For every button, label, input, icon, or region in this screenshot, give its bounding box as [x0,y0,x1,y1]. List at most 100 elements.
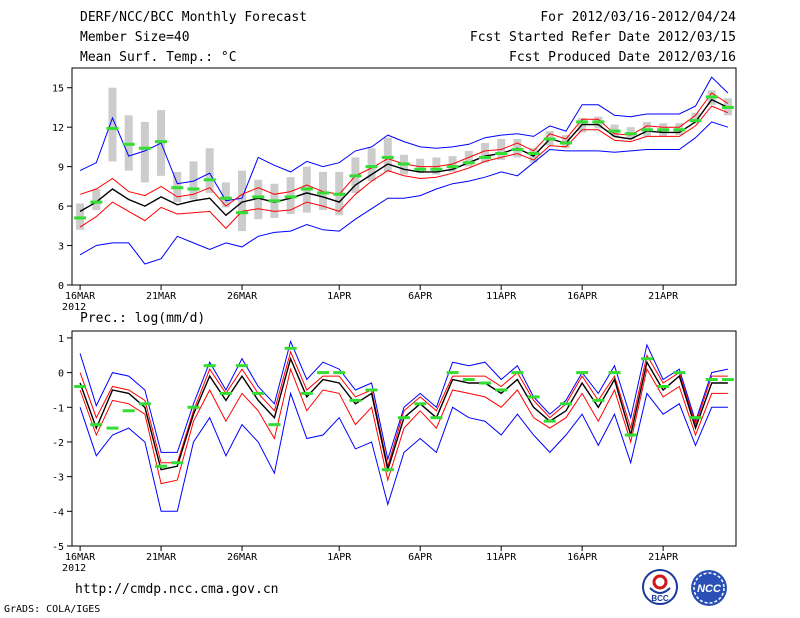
temperature-x-tick-label: 26MAR [227,291,258,302]
temperature-marker [511,148,524,152]
precipitation-marker [90,423,103,427]
precipitation-lower-line [79,367,728,485]
precipitation-marker [527,395,540,399]
temperature-x-tick-label: 6APR [408,291,433,302]
precipitation-marker [495,388,508,392]
temperature-spread-box [189,161,198,200]
temperature-marker [592,120,605,124]
temperature-x-tick-label: 16APR [567,291,598,302]
precipitation-y-tick-label: 0 [58,369,64,380]
temperature-spread-box [383,137,392,172]
temperature-mean-line [79,98,729,217]
temperature-marker [673,128,686,132]
precipitation-marker [219,391,232,395]
source-url[interactable]: http://cmdp.ncc.cma.gov.cn [75,582,279,597]
precipitation-marker [576,371,589,375]
precipitation-marker [414,402,427,406]
temperature-marker [527,151,540,155]
bcc-logo: BCC [642,569,678,605]
forecast-period: For 2012/03/16-2012/04/24 [540,10,736,25]
precipitation-y-tick-label: -1 [52,403,64,414]
forecast-title: DERF/NCC/BCC Monthly Forecast [80,10,307,25]
precipitation-x-tick-label: 16MAR [65,552,96,563]
precipitation-y-tick-label: -3 [52,473,64,484]
temperature-marker [187,187,200,191]
precipitation-maximum-line [79,339,729,462]
precipitation-marker [333,371,346,375]
temperature-marker [349,174,362,178]
temperature-x-tick-label: 1APR [327,291,352,302]
precipitation-marker [268,423,281,427]
precipitation-x-tick-label: 6APR [408,552,433,563]
temperature-marker [381,155,394,159]
temperature-marker [365,165,378,169]
precipitation-marker [349,398,362,402]
precipitation-marker [559,402,572,406]
temperature-marker [576,120,589,124]
temperature-x-tick-label: 21APR [648,291,679,302]
temperature-marker [333,192,346,196]
precipitation-marker [300,391,313,395]
precipitation-marker [365,388,378,392]
temperature-marker [317,191,330,195]
temperature-marker [138,146,151,150]
precipitation-marker [284,346,297,350]
precipitation-marker [122,409,135,413]
precipitation-marker [252,391,265,395]
precipitation-plot-frame [71,330,737,547]
temperature-spread-box [480,142,489,163]
temperature-marker [300,187,313,191]
precipitation-marker [203,364,216,368]
precipitation-y-tick-label: -5 [52,542,64,553]
precipitation-x-tick-label: 1APR [327,552,352,563]
temperature-x-tick-label: 11APR [486,291,517,302]
temperature-spread-box [432,157,441,175]
precipitation-marker [689,416,702,420]
temperature-marker [252,195,265,199]
temperature-marker [543,137,556,141]
grads-credit: GrADS: COLA/IGES [4,604,101,615]
temperature-spread-box [691,112,700,124]
forecast-started-date: Fcst Started Refer Date 2012/03/15 [469,30,736,45]
temperature-marker [74,216,87,220]
temperature-marker [430,167,443,171]
temperature-x-tick-label: 16MAR [65,291,96,302]
ncc-logo: NCC [691,570,727,606]
temperature-marker [478,155,491,159]
precipitation-marker [511,371,524,375]
temperature-marker [284,195,297,199]
precipitation-marker [398,416,410,420]
bcc-logo-text: BCC [651,594,669,603]
forecast-produced-date: Fcst Produced Date 2012/03/16 [509,50,736,65]
temperature-spread-box [319,171,328,211]
ncc-logo-text: NCC [697,583,722,595]
temperature-y-tick-label: 15 [52,84,64,95]
temperature-maximum-line [79,76,729,202]
temperature-y-tick-label: 0 [58,281,64,292]
precipitation-marker [624,433,637,437]
temperature-marker [462,161,475,165]
temperature-marker [721,105,734,109]
temperature-marker [398,162,410,166]
precipitation-y-tick-label: -4 [52,507,64,518]
precipitation-marker [721,378,734,382]
temperature-marker [414,167,427,171]
precipitation-marker [430,416,443,420]
precipitation-marker [462,378,475,382]
temperature-y-tick-label: 6 [58,202,64,213]
precipitation-y-tick-label: -2 [52,438,64,449]
header-left: DERF/NCC/BCC Monthly Forecast Member Siz… [80,10,307,70]
precipitation-x-tick-label: 11APR [486,552,517,563]
precipitation-marker [236,364,249,368]
temperature-marker [203,178,216,182]
precipitation-marker [640,357,653,361]
temperature-spread-box [92,188,101,211]
precipitation-marker [317,371,330,375]
precipitation-y-tick-label: 1 [58,334,64,345]
temperature-marker [608,129,621,133]
precipitation-x-tick-label: 21MAR [146,552,177,563]
temperature-marker [689,119,702,123]
temperature-marker [495,151,508,155]
temperature-spread-box [238,170,247,232]
temperature-marker [106,126,119,130]
